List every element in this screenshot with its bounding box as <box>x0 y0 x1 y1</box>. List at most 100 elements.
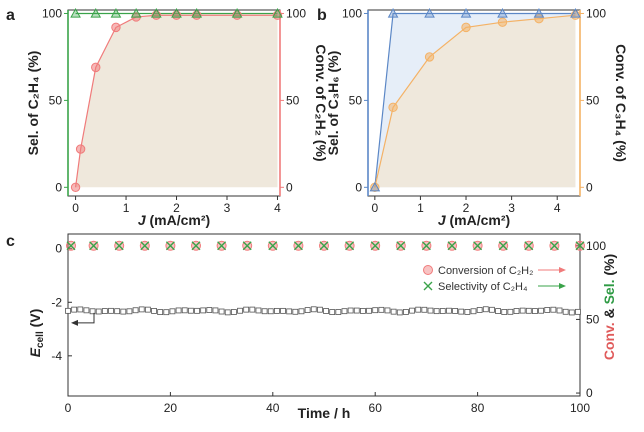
conversion-point <box>497 17 508 27</box>
selectivity-point <box>460 7 472 18</box>
selectivity-point <box>498 241 508 251</box>
x-tick-label: 60 <box>369 401 383 415</box>
ecell-point <box>83 307 90 314</box>
ecell-point <box>273 307 280 314</box>
selectivity-point <box>549 241 559 251</box>
conversion-point <box>91 62 101 73</box>
selectivity-point <box>319 241 329 251</box>
ecell-point <box>317 306 323 313</box>
ecell-point <box>360 307 366 314</box>
legend-conversion-marker <box>423 265 433 275</box>
ecell-point <box>138 306 145 313</box>
ecell-point <box>194 307 200 314</box>
x-tick-label: 1 <box>417 201 424 215</box>
ecell-point <box>347 307 354 314</box>
ecell-point <box>261 308 268 315</box>
x-tick-label: 4 <box>274 201 281 215</box>
y-left-tick-label: -2 <box>51 295 62 309</box>
x-tick-label: 80 <box>471 401 485 415</box>
y-right-tick-label: 100 <box>286 6 306 20</box>
ecell-point <box>89 308 96 315</box>
ecell-point <box>476 307 483 313</box>
panel-letter-a: a <box>6 7 15 24</box>
ecell-point <box>544 307 551 313</box>
selectivity-point <box>268 241 278 251</box>
ecell-point <box>292 308 299 315</box>
ecell-point <box>372 307 379 314</box>
selectivity-point <box>191 241 201 251</box>
x-axis-label-unit: (mA/cm²) <box>446 212 511 228</box>
selectivity-point <box>272 7 283 18</box>
ecell-point <box>114 308 121 315</box>
ecell-point <box>237 307 243 314</box>
x-tick-label: 40 <box>266 401 280 415</box>
panel-letter-b: b <box>317 7 327 24</box>
ecell-point <box>206 307 213 313</box>
ecell-point <box>427 307 434 314</box>
x-tick-label: 4 <box>554 201 561 215</box>
ecell-point <box>175 307 182 314</box>
conversion-point <box>461 22 471 33</box>
ecell-point <box>144 306 151 313</box>
x-tick-label: 0 <box>371 201 378 215</box>
y-right-axis-label-conv: Conv. <box>601 322 617 360</box>
ecell-point <box>200 307 207 314</box>
selectivity-point <box>387 7 399 18</box>
selectivity-point <box>191 7 203 18</box>
ecell-point <box>151 308 157 314</box>
ecell-point <box>452 308 458 314</box>
ecell-point <box>519 307 526 314</box>
ecell-point <box>230 309 237 315</box>
ecell-point <box>446 307 452 314</box>
y-right-axis-label-sel: Sel. <box>601 280 617 305</box>
y-right-tick-label: 50 <box>586 93 600 107</box>
selectivity-point <box>217 241 227 251</box>
ecell-point <box>353 307 360 314</box>
ecell-point <box>415 306 422 313</box>
y-left-tick-label: 100 <box>342 6 362 20</box>
ecell-point <box>298 308 305 315</box>
selectivity-point <box>165 241 175 251</box>
selectivity-point <box>171 7 182 18</box>
ecell-point <box>482 306 489 313</box>
ecell-point <box>433 308 440 315</box>
selectivity-point <box>421 241 431 251</box>
y-right-tick-label: 0 <box>586 386 593 400</box>
y-right-tick-label: 100 <box>586 239 606 253</box>
legend-selectivity-marker <box>423 281 433 291</box>
x-axis-label-unit: (mA/cm²) <box>146 212 211 228</box>
y-left-axis-label: Sel. of C₃H₆ (%) <box>325 51 341 156</box>
y-right-tick-label: 0 <box>586 180 593 194</box>
ecell-point <box>169 308 176 315</box>
x-axis-label-symbol: J <box>438 212 447 228</box>
x-axis-label: Time / h <box>298 405 351 421</box>
x-tick-label: 3 <box>508 201 515 215</box>
y-right-tick-label: 0 <box>286 180 293 194</box>
legend-selectivity-arrow-head <box>559 283 566 289</box>
y-left-tick-label: -4 <box>51 349 62 363</box>
x-tick-label: 100 <box>570 401 590 415</box>
ecell-point <box>65 307 71 314</box>
selectivity-point <box>242 241 252 251</box>
conversion-line <box>74 14 278 188</box>
ecell-point <box>163 309 170 316</box>
ecell-point <box>310 306 317 313</box>
ecell-point <box>513 308 520 314</box>
y-right-axis-label-unit: (%) <box>601 254 617 280</box>
y-left-tick-label: 0 <box>355 180 362 194</box>
ecell-point <box>532 308 538 314</box>
x-tick-label: 3 <box>224 201 231 215</box>
ecell-point <box>562 308 569 315</box>
ecell-point <box>212 307 219 314</box>
x-axis-label-symbol: J <box>138 212 147 228</box>
selectivity-line <box>374 12 576 188</box>
ecell-point <box>409 307 415 314</box>
ecell-point <box>421 306 428 313</box>
ecell-axis-arrow-head <box>71 319 78 326</box>
conversion-area-fill <box>374 15 576 188</box>
y-left-tick-label: 50 <box>49 93 63 107</box>
